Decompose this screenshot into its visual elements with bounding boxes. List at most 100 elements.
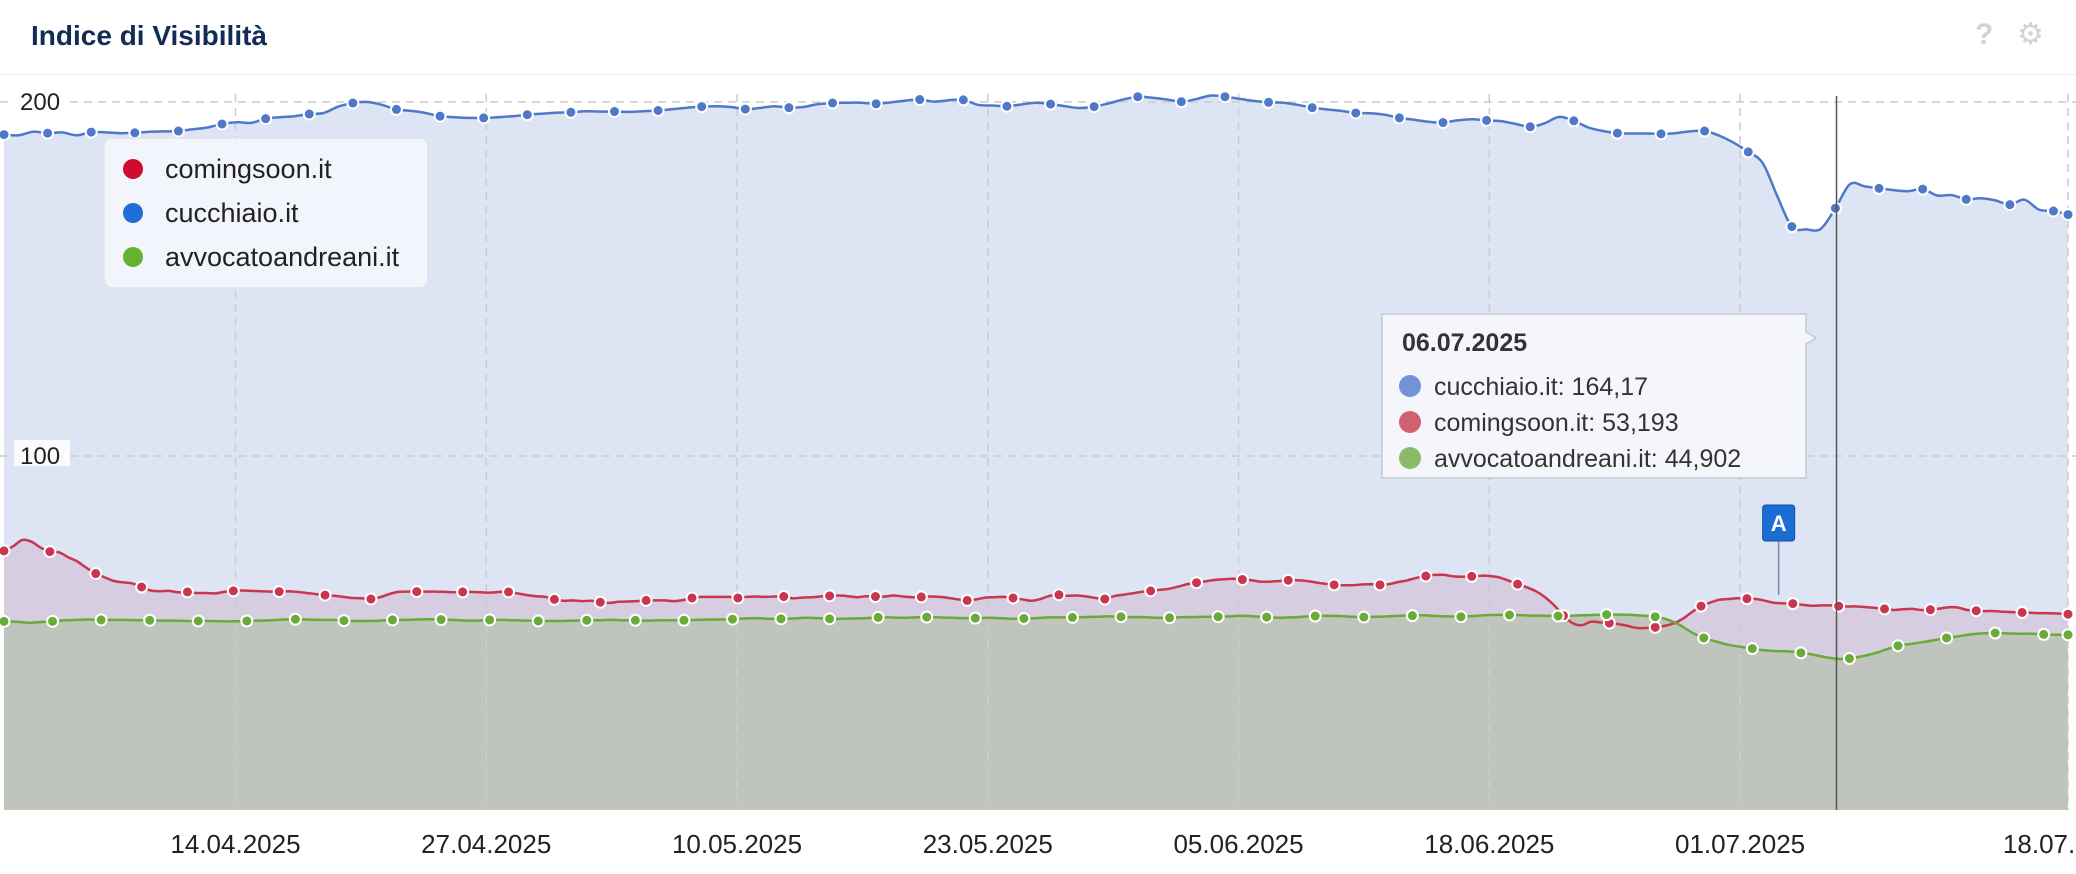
legend-item[interactable]: avvocatoandreani.it xyxy=(165,242,400,272)
data-point-comingsoon xyxy=(89,567,103,581)
legend-item[interactable]: comingsoon.it xyxy=(165,154,332,184)
data-point-cucchiaio xyxy=(389,102,403,116)
data-point-cucchiaio xyxy=(1480,113,1494,127)
tooltip-box xyxy=(1381,313,1818,479)
data-point-cucchiaio xyxy=(0,128,11,142)
data-point-cucchiaio xyxy=(1698,124,1712,138)
data-point-avvocatoandreani xyxy=(1988,626,2002,640)
x-tick-label: 01.07.2025 xyxy=(1675,829,1805,859)
tooltip-marker xyxy=(1399,411,1421,433)
data-point-comingsoon xyxy=(2015,605,2029,619)
data-point-cucchiaio xyxy=(2003,198,2017,212)
area-avvocatoandreani xyxy=(4,614,2068,810)
data-point-avvocatoandreani xyxy=(1114,610,1128,624)
data-point-cucchiaio xyxy=(1785,220,1799,234)
y-tick-bg xyxy=(14,440,70,466)
legend-marker xyxy=(123,247,143,267)
data-point-avvocatoandreani xyxy=(677,613,691,627)
widget-header: Indice di Visibilità ? ⚙ xyxy=(0,0,2076,75)
data-point-comingsoon xyxy=(1786,597,1800,611)
x-tick-label: 18.07.2025 xyxy=(2003,829,2076,859)
data-point-comingsoon xyxy=(1006,591,1020,605)
data-point-cucchiaio xyxy=(128,126,142,140)
x-tick-label: 18.06.2025 xyxy=(1424,829,1554,859)
data-point-cucchiaio xyxy=(2046,204,2060,218)
data-point-comingsoon xyxy=(1878,602,1892,616)
data-point-avvocatoandreani xyxy=(1065,610,1079,624)
data-point-cucchiaio xyxy=(1305,101,1319,115)
data-point-avvocatoandreani xyxy=(580,613,594,627)
x-tick-label: 27.04.2025 xyxy=(421,829,551,859)
data-point-cucchiaio xyxy=(1523,120,1537,134)
data-point-comingsoon xyxy=(1465,569,1479,583)
x-tick-label: 23.05.2025 xyxy=(923,829,1053,859)
data-point-comingsoon xyxy=(547,592,561,606)
widget-title: Indice di Visibilità xyxy=(31,20,267,51)
data-point-comingsoon xyxy=(868,590,882,604)
data-point-avvocatoandreani xyxy=(1017,611,1031,625)
data-point-comingsoon xyxy=(1098,592,1112,606)
data-point-cucchiaio xyxy=(651,103,665,117)
data-point-cucchiaio xyxy=(1610,126,1624,140)
data-point-avvocatoandreani xyxy=(1211,610,1225,624)
data-point-comingsoon xyxy=(914,590,928,604)
data-point-comingsoon xyxy=(823,589,837,603)
series-line-comingsoon xyxy=(3,538,2069,630)
data-point-comingsoon xyxy=(685,591,699,605)
data-point-cucchiaio xyxy=(215,117,229,131)
data-point-avvocatoandreani xyxy=(1745,642,1759,656)
data-point-avvocatoandreani xyxy=(1891,639,1905,653)
data-point-cucchiaio xyxy=(433,109,447,123)
data-point-cucchiaio xyxy=(782,101,796,115)
data-point-cucchiaio xyxy=(259,112,273,126)
data-point-avvocatoandreani xyxy=(628,613,642,627)
data-point-avvocatoandreani xyxy=(0,614,11,628)
data-point-cucchiaio xyxy=(1087,100,1101,114)
tooltip-row: avvocatoandreani.it: 44,902 xyxy=(1434,445,1741,473)
gear-icon[interactable]: ⚙ xyxy=(2017,18,2044,51)
data-point-comingsoon xyxy=(1969,604,1983,618)
data-point-cucchiaio xyxy=(607,105,621,119)
data-point-avvocatoandreani xyxy=(774,612,788,626)
data-point-cucchiaio xyxy=(1916,182,1930,196)
data-point-cucchiaio xyxy=(477,111,491,125)
data-point-cucchiaio xyxy=(956,93,970,107)
legend-item[interactable]: cucchiaio.it xyxy=(165,198,299,228)
data-point-cucchiaio xyxy=(171,124,185,138)
data-point-avvocatoandreani xyxy=(1600,608,1614,622)
data-point-avvocatoandreani xyxy=(871,610,885,624)
question-icon[interactable]: ? xyxy=(1975,18,1994,51)
tooltip-date: 06.07.2025 xyxy=(1402,329,1527,357)
event-marker-flag[interactable] xyxy=(1762,504,1796,542)
data-point-comingsoon xyxy=(960,593,974,607)
chart-legend: comingsoon.it cucchiaio.it avvocatoandrean… xyxy=(103,137,429,289)
data-point-cucchiaio xyxy=(84,125,98,139)
data-point-comingsoon xyxy=(639,593,653,607)
data-point-avvocatoandreani xyxy=(94,613,108,627)
data-point-avvocatoandreani xyxy=(1697,631,1711,645)
data-point-cucchiaio xyxy=(520,108,534,122)
data-point-avvocatoandreani xyxy=(386,613,400,627)
data-point-avvocatoandreani xyxy=(823,612,837,626)
data-point-avvocatoandreani xyxy=(920,610,934,624)
data-point-avvocatoandreani xyxy=(288,612,302,626)
data-point-cucchiaio xyxy=(1872,181,1886,195)
data-point-avvocatoandreani xyxy=(1454,610,1468,624)
data-point-comingsoon xyxy=(1190,576,1204,590)
data-point-avvocatoandreani xyxy=(531,614,545,628)
data-point-cucchiaio xyxy=(1741,145,1755,159)
x-tick-label: 10.05.2025 xyxy=(672,829,802,859)
data-point-comingsoon xyxy=(731,591,745,605)
data-point-comingsoon xyxy=(1648,620,1662,634)
data-point-cucchiaio xyxy=(1131,90,1145,104)
data-point-comingsoon xyxy=(2061,607,2075,621)
data-point-cucchiaio xyxy=(302,107,316,121)
data-point-comingsoon xyxy=(135,580,149,594)
data-point-avvocatoandreani xyxy=(143,613,157,627)
data-point-avvocatoandreani xyxy=(191,614,205,628)
data-point-comingsoon xyxy=(1419,569,1433,583)
legend-box xyxy=(103,137,429,289)
data-point-comingsoon xyxy=(272,585,286,599)
data-point-cucchiaio xyxy=(1436,116,1450,130)
